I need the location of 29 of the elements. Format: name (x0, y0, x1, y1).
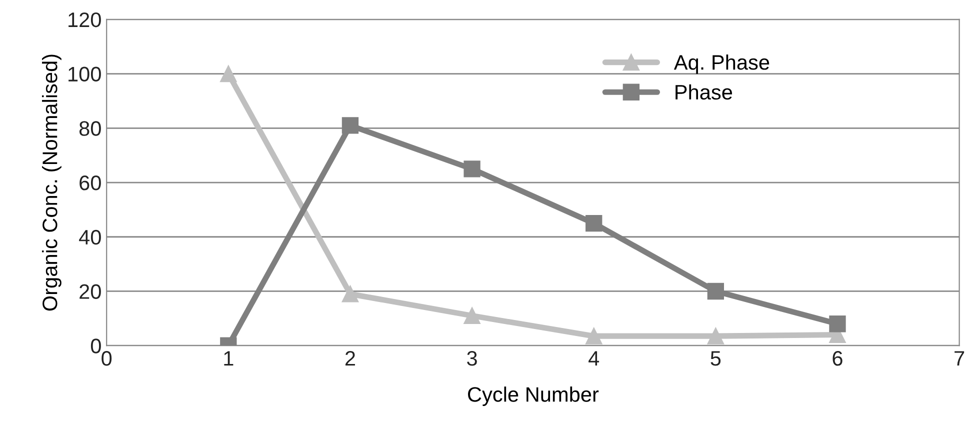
point (342, 286, 359, 302)
legend-label: Phase (676, 84, 732, 100)
x-tick-label: 3 (467, 351, 477, 366)
x-tick-label: 5 (710, 351, 721, 366)
point (464, 307, 480, 324)
y-tick-label: 0 (90, 338, 101, 354)
point (586, 214, 602, 232)
x-tick-label: 7 (954, 351, 964, 366)
x-tick-label: 4 (588, 351, 600, 366)
y-tick-label: 120 (68, 12, 101, 28)
point (586, 328, 602, 344)
x-tick-label: 6 (832, 351, 842, 366)
y-tick-label: 20 (80, 284, 101, 299)
point (829, 316, 846, 332)
y-axis-title: Organic Conc. (Normalised) (42, 54, 62, 311)
x-tick-label: 1 (224, 351, 234, 366)
y-tick-label: 100 (68, 66, 101, 82)
x-tick-label: 0 (102, 351, 112, 366)
y-tick-label: 60 (80, 176, 101, 190)
point (464, 160, 480, 178)
point (220, 65, 237, 82)
point (707, 328, 724, 344)
legend-label: Aq. Phase (674, 54, 770, 74)
y-tick-label: 80 (79, 121, 101, 136)
x-tick-label: 2 (345, 351, 355, 366)
point (342, 117, 359, 134)
y-tick-label: 40 (79, 230, 101, 245)
x-axis-title: Cycle Number (468, 386, 599, 406)
point (707, 282, 724, 300)
